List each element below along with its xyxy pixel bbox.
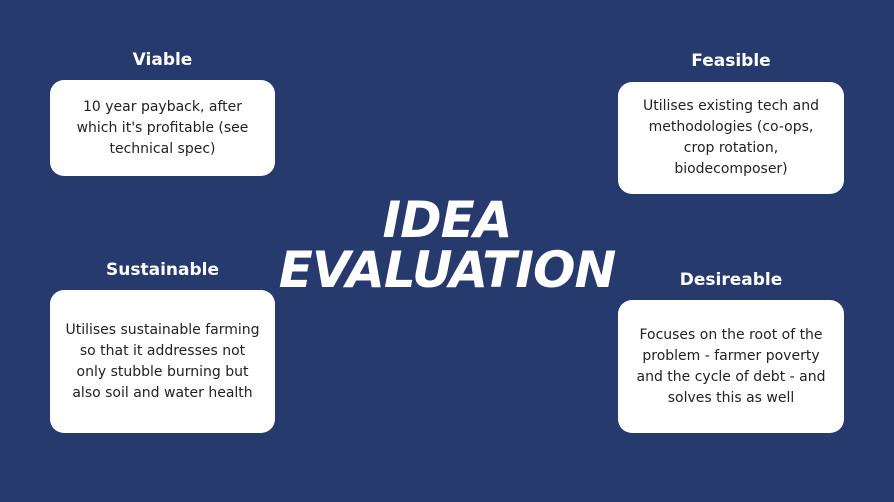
- viable-card: 10 year payback, after which it's profit…: [50, 80, 275, 176]
- title-line-1: IDEA: [382, 191, 513, 249]
- desireable-card: Focuses on the root of the problem - far…: [618, 300, 844, 433]
- viable-heading: Viable: [132, 50, 193, 70]
- desireable-text: Focuses on the root of the problem - far…: [636, 326, 826, 406]
- sustainable-heading: Sustainable: [106, 260, 219, 280]
- idea-evaluation-title: IDEA EVALUATION: [262, 195, 632, 295]
- sustainable-card: Utilises sustainable farming so that it …: [50, 290, 275, 433]
- sustainable-text: Utilises sustainable farming so that it …: [65, 321, 260, 401]
- desireable-heading: Desireable: [679, 270, 783, 290]
- feasible-heading: Feasible: [691, 51, 771, 71]
- feasible-text: Utilises existing tech and methodologies…: [643, 98, 819, 177]
- viable-text: 10 year payback, after which it's profit…: [76, 98, 249, 157]
- title-line-2: EVALUATION: [278, 241, 617, 299]
- feasible-card: Utilises existing tech and methodologies…: [618, 82, 844, 194]
